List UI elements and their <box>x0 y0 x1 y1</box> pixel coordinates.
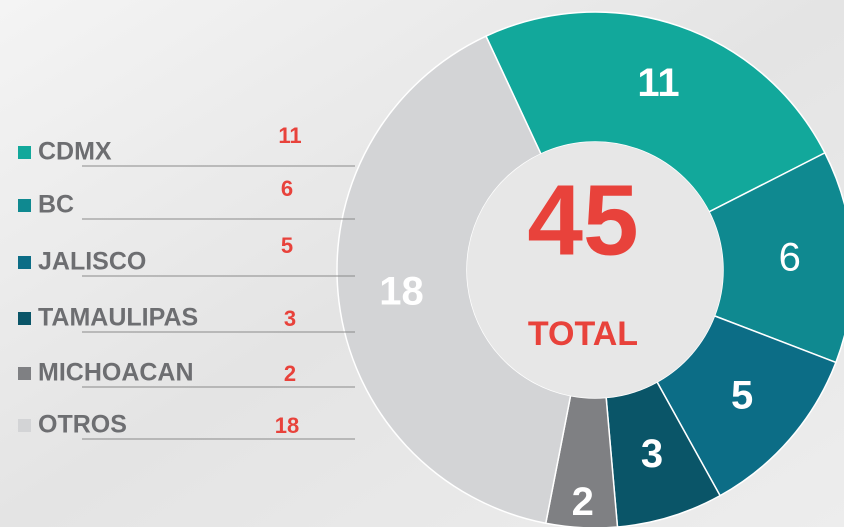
legend-value: 11 <box>278 123 301 148</box>
legend-swatch <box>18 367 31 380</box>
slice-label: 18 <box>379 269 424 313</box>
legend-value: 6 <box>281 176 293 201</box>
legend-label: JALISCO <box>38 248 146 276</box>
slice-label: 11 <box>637 61 679 105</box>
legend-label: TAMAULIPAS <box>38 304 198 332</box>
legend-swatch <box>18 199 31 212</box>
slice-label: 3 <box>641 432 663 476</box>
legend-value: 18 <box>275 413 299 438</box>
legend-label: CDMX <box>38 138 112 166</box>
chart: 45 TOTAL 11 6 5 3 2 18 CDMX 11 BC 6 JALISCO 5 TAMAUL… <box>0 0 844 527</box>
legend-label: MICHOACAN <box>38 359 194 387</box>
legend-swatch <box>18 312 31 325</box>
slice-label: 2 <box>572 480 594 524</box>
legend-value: 5 <box>281 233 293 258</box>
legend-value: 3 <box>284 306 296 331</box>
legend-swatch <box>18 146 31 159</box>
legend-label: BC <box>38 191 74 219</box>
legend-label: OTROS <box>38 411 127 439</box>
legend-value: 2 <box>284 361 296 386</box>
total-label: TOTAL <box>528 315 638 353</box>
legend-swatch <box>18 256 31 269</box>
slice-label: 5 <box>731 373 753 417</box>
slice-label: 6 <box>779 235 801 279</box>
total-value: 45 <box>527 164 638 276</box>
legend-swatch <box>18 419 31 432</box>
